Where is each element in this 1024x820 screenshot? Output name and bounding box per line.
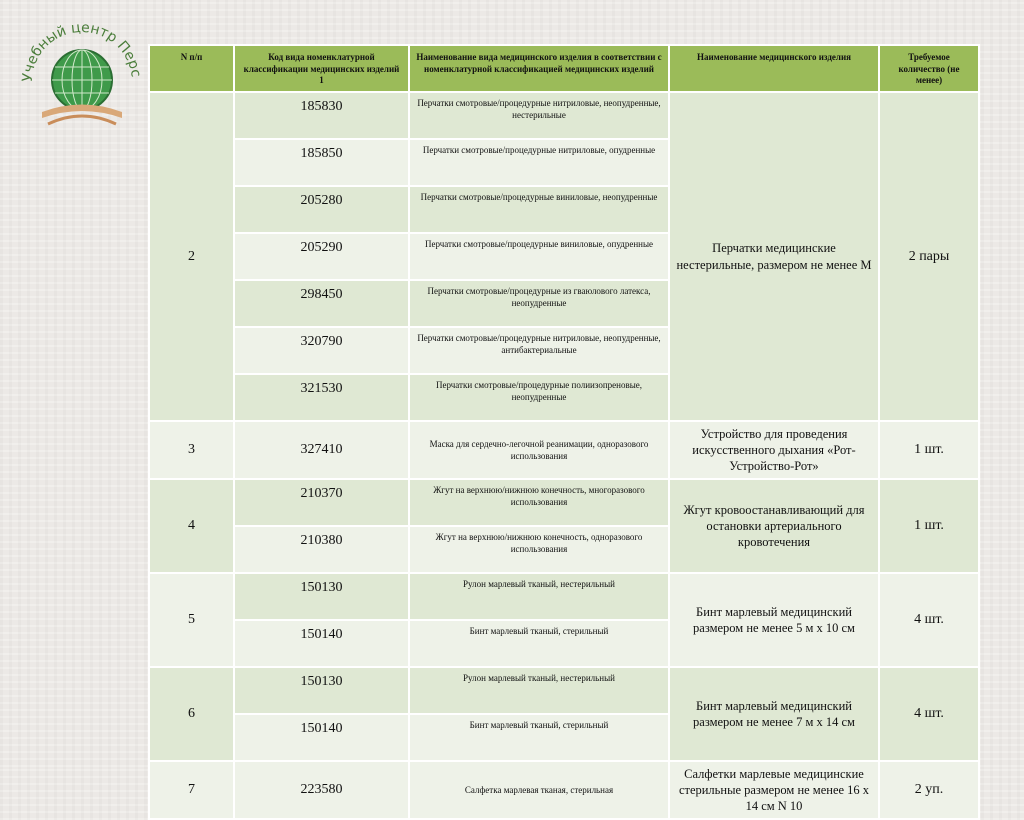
item-type-name: Перчатки смотровые/процедурные полиизопр… [408,373,670,422]
item-name: Бинт марлевый медицинский размером не ме… [668,572,880,668]
item-code: 298450 [233,279,410,328]
item-code: 321530 [233,373,410,422]
row-number: 7 [148,760,235,820]
table-row: 321530 Перчатки смотровые/процедурные пол… [149,373,979,422]
item-code: 223580 [233,760,410,820]
item-name: Салфетки марлевые медицинские стерильные… [668,760,880,820]
item-code: 185830 [233,91,410,140]
header-type-name: Наименование вида медицинского изделия в… [408,44,670,93]
item-type-name: Бинт марлевый тканый, стерильный [408,713,670,762]
item-code: 210370 [233,478,410,527]
item-quantity: 2 пары [878,91,980,422]
row-number: 4 [148,478,235,574]
item-code: 205280 [233,185,410,234]
item-code: 210380 [233,525,410,574]
item-code: 150140 [233,713,410,762]
item-quantity: 4 шт. [878,572,980,668]
item-type-name: Перчатки смотровые/процедурные нитриловы… [408,326,670,375]
table-row: 7 223580 Салфетка марлевая тканая, стериль… [148,760,980,820]
item-name: Перчатки медицинские нестерильные, разме… [668,91,880,422]
item-type-name: Рулон марлевый тканый, нестерильный [408,572,670,621]
table-row: 210380 Жгут на верхнюю/нижнюю конечность,… [149,525,979,574]
table-row: 5 150130 Рулон марлевый тканый, нестерильн… [148,572,980,668]
table-row: 205280 Перчатки смотровые/процедурные вин… [149,185,979,234]
header-code: Код вида номенклатурной классификации ме… [233,44,410,93]
medical-items-table: N п/п Код вида номенклатурной классифика… [148,44,980,820]
table-row: 6 150130 Рулон марлевый тканый, нестерильн… [148,666,980,762]
header-number: N п/п [148,44,235,93]
item-quantity: 2 уп. [878,760,980,820]
item-code: 150130 [233,666,410,715]
item-type-name: Перчатки смотровые/процедурные виниловые… [408,232,670,281]
item-code: 320790 [233,326,410,375]
item-code: 327410 [233,420,410,480]
item-type-name: Жгут на верхнюю/нижнюю конечность, однор… [408,525,670,574]
item-type-name: Рулон марлевый тканый, нестерильный [408,666,670,715]
item-type-name: Бинт марлевый тканый, стерильный [408,619,670,668]
item-code: 150130 [233,572,410,621]
item-type-name: Салфетка марлевая тканая, стерильная [408,760,670,820]
table-row: 185850 Перчатки смотровые/процедурные нит… [149,138,979,187]
item-type-name: Перчатки смотровые/процедурные из гваюло… [408,279,670,328]
header-quantity: Требуемое количество (не менее) [878,44,980,93]
row-number: 6 [148,666,235,762]
item-code: 150140 [233,619,410,668]
table-header-row: N п/п Код вида номенклатурной классифика… [148,44,980,93]
row-number: 5 [148,572,235,668]
table-row: 150140 Бинт марлевый тканый, стерильный [149,713,979,762]
table-row: 150140 Бинт марлевый тканый, стерильный [149,619,979,668]
item-name: Устройство для проведения искусственного… [668,420,880,480]
item-quantity: 4 шт. [878,666,980,762]
item-type-name: Перчатки смотровые/процедурные виниловые… [408,185,670,234]
item-name: Жгут кровоостанавливающий для остановки … [668,478,880,574]
item-quantity: 1 шт. [878,420,980,480]
row-number: 2 [148,91,235,422]
row-number: 3 [148,420,235,480]
table-row: 320790 Перчатки смотровые/процедурные нит… [149,326,979,375]
table-row: 4 210370 Жгут на верхнюю/нижнюю конечность… [148,478,980,574]
item-type-name: Перчатки смотровые/процедурные нитриловы… [408,91,670,140]
item-quantity: 1 шт. [878,478,980,574]
item-code: 185850 [233,138,410,187]
table-row: 205290 Перчатки смотровые/процедурные вин… [149,232,979,281]
table-row: 298450 Перчатки смотровые/процедурные из … [149,279,979,328]
item-type-name: Жгут на верхнюю/нижнюю конечность, много… [408,478,670,527]
item-name: Бинт марлевый медицинский размером не ме… [668,666,880,762]
table-row: 2 185830 Перчатки смотровые/процедурные ни… [148,91,980,422]
item-type-name: Маска для сердечно-легочной реанимации, … [408,420,670,480]
header-item-name: Наименование медицинского изделия [668,44,880,93]
table-row: 3 327410 Маска для сердечно-легочной реани… [148,420,980,480]
logo: Учебный центр Перспектива [18,12,144,126]
item-code: 205290 [233,232,410,281]
item-type-name: Перчатки смотровые/процедурные нитриловы… [408,138,670,187]
